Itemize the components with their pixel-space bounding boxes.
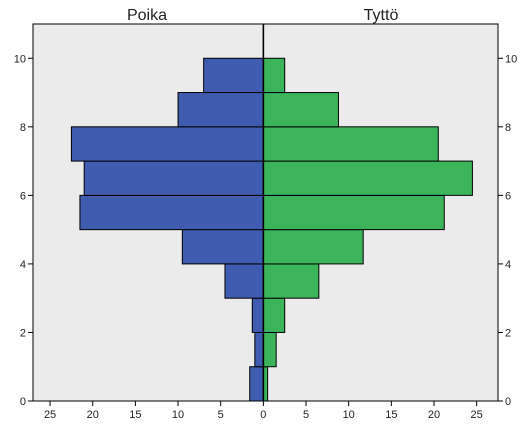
- bar-poika-2: [251, 297, 264, 333]
- y-tick-label-right: 4: [505, 259, 511, 271]
- x-tick-label: 15: [129, 409, 141, 421]
- y-tick-label-right: 0: [505, 396, 511, 408]
- bar-poika-9: [203, 57, 264, 94]
- y-tick-label-right: 6: [505, 190, 511, 202]
- bar-poika-6: [83, 160, 264, 196]
- y-tick-label-left: 0: [20, 396, 26, 408]
- bar-poika-1: [254, 331, 264, 368]
- axes-group: 25 20 15 10 5 0 5 10 15 20 25 0 0 2 2 4 4 6 6 8 8 10 10: [14, 53, 518, 421]
- y-tick-label-left: 8: [20, 122, 26, 134]
- bar-tytto-2: [262, 297, 286, 333]
- bar-tytto-1: [262, 331, 277, 368]
- bar-tytto-5: [262, 194, 445, 231]
- x-tick-label: 5: [218, 409, 224, 421]
- x-tick-label: 25: [471, 409, 483, 421]
- x-tick-label: 20: [428, 409, 440, 421]
- y-tick-label-right: 2: [505, 327, 511, 339]
- x-tick-label: 15: [385, 409, 397, 421]
- y-tick-label-left: 2: [20, 327, 26, 339]
- bar-poika-7: [70, 126, 264, 162]
- bar-tytto-3: [262, 263, 320, 299]
- x-tick-label: 0: [260, 409, 266, 421]
- x-tick-label: 5: [303, 409, 309, 421]
- y-tick-label-right: 10: [505, 53, 517, 65]
- bar-poika-3: [224, 263, 264, 299]
- y-tick-label-left: 6: [20, 190, 26, 202]
- y-tick-label-left: 4: [20, 259, 26, 271]
- bar-tytto-6: [262, 160, 473, 196]
- bar-poika-0: [249, 366, 264, 402]
- bar-tytto-7: [262, 126, 439, 162]
- x-tick-label: 10: [172, 409, 184, 421]
- y-tick-label-left: 10: [14, 53, 26, 65]
- x-tick-label: 10: [343, 409, 355, 421]
- bar-poika-8: [177, 92, 264, 128]
- bar-tytto-9: [262, 57, 286, 94]
- bar-tytto-4: [262, 229, 364, 265]
- bar-poika-5: [79, 194, 264, 231]
- x-tick-label: 20: [87, 409, 99, 421]
- y-tick-label-right: 8: [505, 122, 511, 134]
- bar-poika-4: [181, 229, 264, 265]
- panel-title-right: Tyttö: [364, 7, 399, 24]
- panel-title-left: Poika: [127, 7, 167, 24]
- x-tick-label: 25: [44, 409, 56, 421]
- bar-tytto-8: [262, 92, 339, 128]
